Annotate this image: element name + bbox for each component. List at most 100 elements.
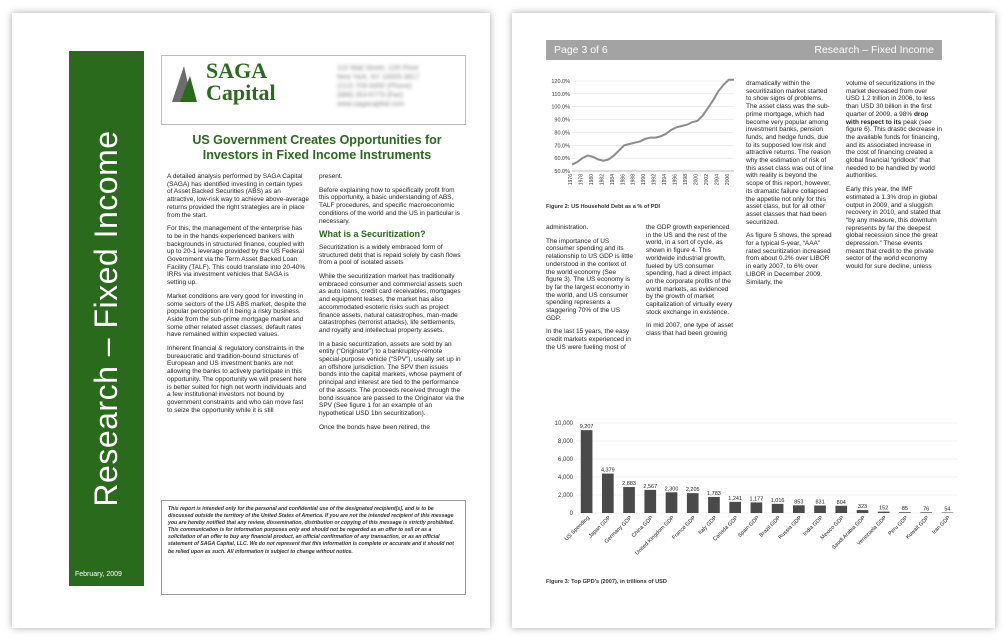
y-tick-label: 10,000 [555,421,574,427]
x-tick-label: 1982 [599,174,605,185]
bar-value-label: 1,016 [771,498,785,504]
bar-value-label: 2,205 [686,487,700,493]
bar-value-label: 323 [858,504,867,510]
saga-logo-mark-icon [170,62,198,104]
figure-2-caption: Figure 2: US Household Debt as a % of PD… [546,204,661,210]
section-title: Research – Fixed Income [814,44,934,56]
paragraph: Inherent financial & regulatory constrai… [167,345,307,414]
address-line: (212) 709-9400 (Phone) [337,83,412,90]
text-run-bold: drop with respect to its [846,110,929,126]
x-tick-label: 1998 [683,174,689,185]
line-chart-svg: 50.0% 60.0% 70.0% 80.0% 90.0% 100.0% 110.0% 120… [551,78,734,185]
logo-line1: SAGA [206,58,268,83]
category-label: Spain GDP [737,515,761,539]
bar-value-label: 2,883 [622,481,636,487]
paragraph: As figure 5 shows, the spread for a typi… [746,232,832,286]
x-tick-label: 1988 [631,174,637,185]
bar-value-label: 4,379 [601,468,615,474]
y-tick-label: 4,000 [558,475,574,481]
bar-value-label: 76 [923,506,929,512]
paragraph: In the last 15 years, the easy credit ma… [546,328,631,351]
paragraph: the GDP growth experienced in the US and… [646,224,733,316]
paragraph: Early this year, the IMF estimated a 1.3… [846,186,941,271]
report-headline: US Government Creates Opportunities for … [192,133,442,162]
paragraph: dramatically within the securitization m… [746,80,834,226]
page1-column-2: present. Before explaining how to specif… [319,173,466,437]
paragraph: A detailed analysis performed by SAGA Ca… [167,173,309,219]
paragraph: The importance of US consumer spending a… [546,237,633,322]
bar-value-label: 1,241 [728,496,742,502]
x-tick-label: 1996 [673,174,679,185]
debt-series-line [571,78,734,166]
x-tick-label: 1984 [610,174,616,185]
x-tick-label: 1986 [620,174,626,185]
page1-column-1: A detailed analysis performed by SAGA Ca… [167,173,309,420]
report-inner-page: Page 3 of 6 Research – Fixed Income 50.0… [512,13,995,628]
y-tick-label: 110.0% [552,92,570,98]
household-debt-line-chart: 50.0% 60.0% 70.0% 80.0% 90.0% 100.0% 110.0% 120… [542,73,740,203]
y-tick-label: 90.0% [554,118,570,124]
paragraph: Once the bonds have been retired, the [319,423,430,431]
bar [686,493,699,513]
category-label: Russia GDP [778,515,804,541]
bar [899,512,911,513]
bar [877,511,890,513]
text-run: peak (see figure 6). This drastic decrea… [846,118,942,180]
y-tick-label: 8,000 [558,439,574,445]
logo-line2: Capital [206,80,276,105]
x-tick-label: 2002 [704,174,710,185]
letterhead: SAGA Capital 110 Wall Street, 11th Floor… [161,55,466,125]
category-label: Italy GDP [697,515,718,536]
bar [920,512,933,513]
bar [601,473,614,513]
green-sidebar: Research – Fixed Income February, 2009 [69,51,144,586]
figure-3-caption: Figure 3: Top GPD’s (2007), in trillions… [546,579,667,585]
text-run: volume of securitizations in the market … [846,80,935,118]
page-number: Page 3 of 6 [554,44,608,56]
x-tick-label: 1980 [589,174,595,185]
category-label: US Spending [564,515,591,542]
page2-column-b: the GDP growth experienced in the US and… [646,224,734,344]
bar [771,503,784,513]
bar [708,496,720,513]
section-heading: What is a Securitization? [319,229,426,240]
paragraph: Securitization is a widely embraced form… [319,243,461,267]
bar [623,487,635,513]
bar-value-label: 1,783 [707,491,721,497]
x-tick-label: 2004 [714,174,720,185]
x-tick-label: 2006 [725,174,731,185]
page-header-bar: Page 3 of 6 Research – Fixed Income [546,40,942,60]
bar-value-label: 85 [902,506,908,512]
category-label: Kuwait GDP [905,515,931,541]
report-date: February, 2009 [75,571,122,578]
bar-value-label: 9,207 [580,424,594,430]
address-line: (888) 353-5779 (Fax) [337,92,404,99]
y-tick-label: 2,000 [558,493,574,499]
paragraph: While the securitization market has trad… [319,273,463,334]
paragraph: Market conditions are very good for inve… [167,292,307,339]
y-tick-label: 100.0% [551,105,570,111]
category-label: United Kingdom GDP [634,515,676,557]
y-tick-label: 120.0% [551,79,570,85]
bar-value-label: 2,300 [665,486,679,492]
bar-chart-svg: 0 2,000 4,000 6,000 8,000 10,000 9,207 US Spend… [555,421,958,557]
x-tick-label: 1992 [652,174,658,185]
bar [814,505,826,513]
address-line: New York, NY 10005-3817 [337,74,420,81]
page2-column-d: volume of securitizations in the market … [846,80,942,277]
bar-value-label: 54 [944,507,950,513]
bar [856,510,869,513]
page2-column-c: dramatically within the securitization m… [746,80,834,292]
bar-value-label: 831 [815,500,824,506]
bar-value-label: 152 [879,506,888,512]
paragraph: administration. [546,224,589,231]
paragraph: Before explaining how to specifically pr… [319,186,460,225]
x-tick-label: 2000 [693,174,699,185]
y-tick-label: 50.0% [554,169,570,175]
x-tick-label: 1994 [662,174,668,185]
y-tick-label: 80.0% [554,130,570,136]
paragraph: In a basic securitization, assets are so… [319,340,465,417]
legal-disclaimer: This report is intended only for the per… [161,500,466,595]
bar [580,430,593,513]
